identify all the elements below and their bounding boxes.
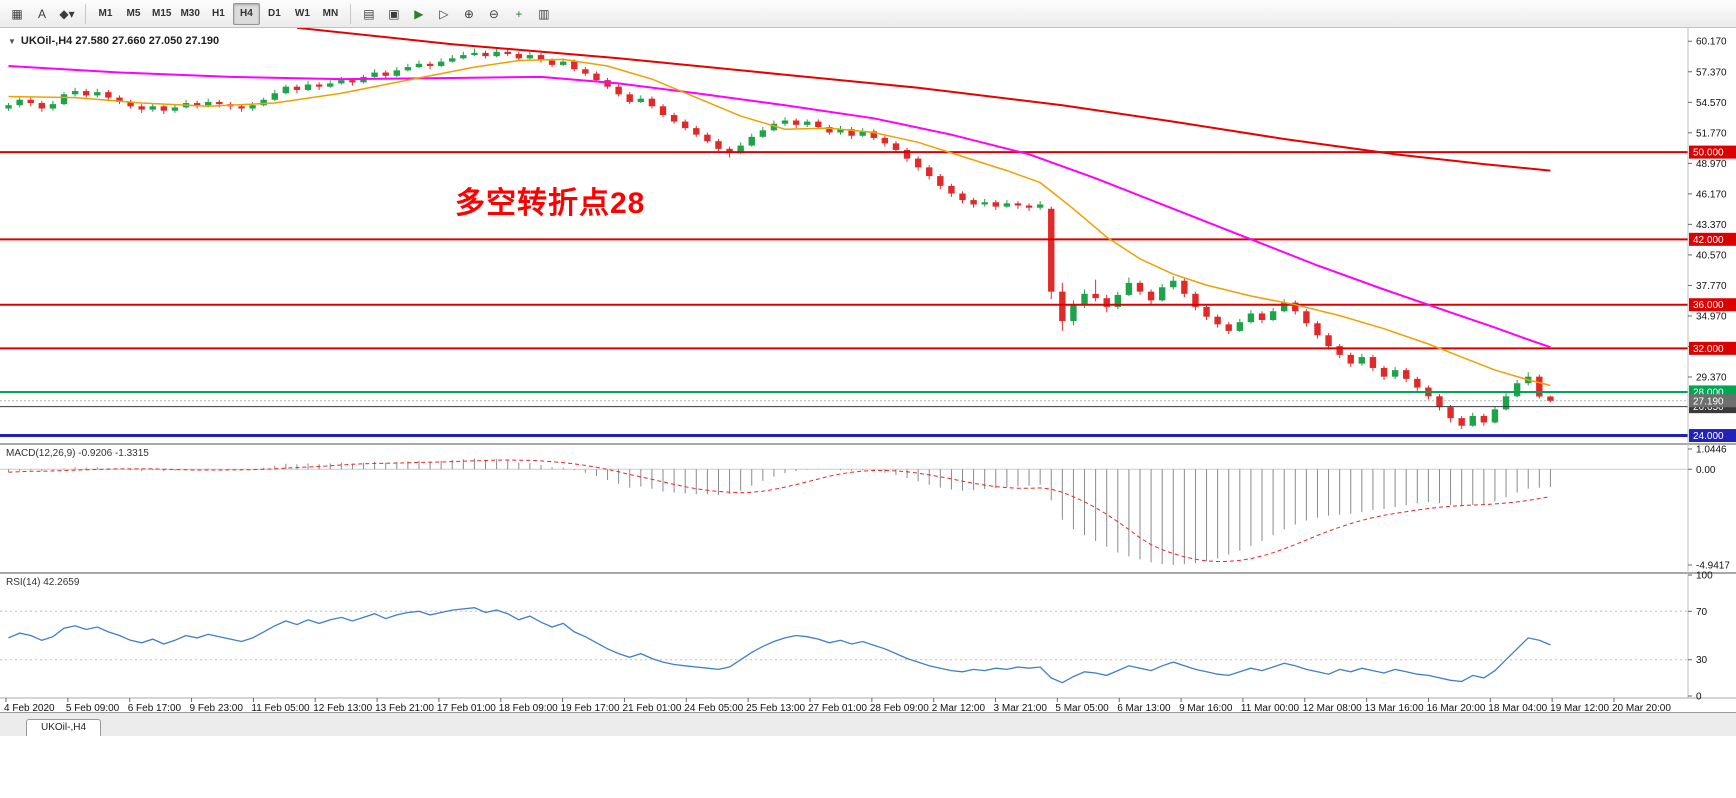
svg-text:40.570: 40.570 xyxy=(1696,250,1727,261)
timeframe-d1-button[interactable]: D1 xyxy=(268,8,281,19)
main-toolbar: ▦ A ◆▾ M1 M5 M15 M30 H1 H4 D1 W1 MN ▤ ▣ ▶ ▷ ⊕ ⊖ + ▥ xyxy=(0,0,1736,28)
svg-text:4 Feb 2020: 4 Feb 2020 xyxy=(4,703,55,712)
timeframe-toolbar: M1 M5 M15 M30 H1 H4 D1 W1 MN xyxy=(92,2,344,25)
chart-tab[interactable]: UKOil-,H4 xyxy=(26,719,102,736)
svg-text:-4.9417: -4.9417 xyxy=(1696,560,1730,571)
macd-indicator-label: MACD(12,26,9) -0.9206 -1.3315 xyxy=(6,448,149,459)
svg-text:30: 30 xyxy=(1696,655,1708,666)
timeframe-mn-button[interactable]: MN xyxy=(322,8,339,19)
zoom-in-icon[interactable]: ⊕ xyxy=(463,6,474,21)
chart-title-text: UKOil-,H4 27.580 27.660 27.050 27.190 xyxy=(20,35,220,47)
svg-text:12 Feb 13:00: 12 Feb 13:00 xyxy=(313,703,372,712)
svg-text:0: 0 xyxy=(1696,692,1702,703)
zoom-out-icon[interactable]: ⊖ xyxy=(488,6,499,21)
svg-text:13 Mar 16:00: 13 Mar 16:00 xyxy=(1365,703,1424,712)
svg-text:26.650: 26.650 xyxy=(1693,402,1724,413)
timeframe-m15-button[interactable]: M15 xyxy=(152,8,172,19)
chart-dropdown-arrow-icon[interactable]: ▼ xyxy=(8,36,16,46)
auto-scroll-icon[interactable]: ▶ xyxy=(414,6,424,21)
styles-dropdown-icon[interactable]: ◆▾ xyxy=(59,6,75,21)
rsi-indicator-label: RSI(14) 42.2659 xyxy=(6,577,80,588)
svg-text:28.000: 28.000 xyxy=(1693,387,1724,398)
svg-text:37.770: 37.770 xyxy=(1696,281,1727,292)
svg-text:19 Mar 12:00: 19 Mar 12:00 xyxy=(1550,703,1609,712)
timeframe-m5-button[interactable]: M5 xyxy=(126,8,141,19)
svg-text:2 Mar 12:00: 2 Mar 12:00 xyxy=(932,703,986,712)
timeframe-m30-button[interactable]: M30 xyxy=(180,8,200,19)
svg-text:28 Feb 09:00: 28 Feb 09:00 xyxy=(870,703,929,712)
chart-tabs-bar: UKOil-,H4 xyxy=(0,712,1736,736)
svg-text:27.190: 27.190 xyxy=(1693,396,1724,407)
svg-text:100: 100 xyxy=(1696,571,1713,582)
svg-text:0.00: 0.00 xyxy=(1696,465,1716,476)
svg-text:5 Mar 05:00: 5 Mar 05:00 xyxy=(1055,703,1109,712)
svg-text:19 Feb 17:00: 19 Feb 17:00 xyxy=(561,703,620,712)
svg-text:13 Feb 21:00: 13 Feb 21:00 xyxy=(375,703,434,712)
svg-text:27 Feb 01:00: 27 Feb 01:00 xyxy=(808,703,867,712)
svg-text:21 Feb 01:00: 21 Feb 01:00 xyxy=(622,703,681,712)
svg-text:11 Feb 05:00: 11 Feb 05:00 xyxy=(251,703,310,712)
chart-canvas[interactable]: 60.170 57.370 54.570 51.770 48.970 46.170 43.3… xyxy=(0,28,1736,712)
tick-chart-icon[interactable]: ▦ xyxy=(11,6,23,21)
svg-text:18 Mar 04:00: 18 Mar 04:00 xyxy=(1488,703,1547,712)
svg-text:60.170: 60.170 xyxy=(1696,37,1727,48)
svg-text:57.370: 57.370 xyxy=(1696,67,1727,78)
svg-text:48.970: 48.970 xyxy=(1696,159,1727,170)
svg-text:70: 70 xyxy=(1696,607,1708,618)
svg-text:36.000: 36.000 xyxy=(1693,300,1724,311)
chart-windows-icon[interactable]: ▣ xyxy=(388,6,400,21)
svg-text:17 Feb 01:00: 17 Feb 01:00 xyxy=(437,703,496,712)
svg-text:25 Feb 13:00: 25 Feb 13:00 xyxy=(746,703,805,712)
new-chart-icon[interactable]: ▤ xyxy=(363,6,375,21)
toolbar-right-group: ▤ ▣ ▶ ▷ ⊕ ⊖ + ▥ xyxy=(357,3,556,25)
timeframe-m1-button[interactable]: M1 xyxy=(98,8,113,19)
timeframe-h4-button[interactable]: H4 xyxy=(232,2,260,25)
svg-text:6 Mar 13:00: 6 Mar 13:00 xyxy=(1117,703,1171,712)
svg-text:20 Mar 20:00: 20 Mar 20:00 xyxy=(1612,703,1671,712)
svg-text:24 Feb 05:00: 24 Feb 05:00 xyxy=(684,703,743,712)
svg-text:3 Mar 21:00: 3 Mar 21:00 xyxy=(994,703,1048,712)
svg-text:5 Feb 09:00: 5 Feb 09:00 xyxy=(66,703,120,712)
timeframe-h1-button[interactable]: H1 xyxy=(212,8,225,19)
svg-text:34.970: 34.970 xyxy=(1696,311,1727,322)
svg-text:9 Feb 23:00: 9 Feb 23:00 xyxy=(190,703,244,712)
svg-text:54.570: 54.570 xyxy=(1696,98,1727,109)
chart-title: ▼ UKOil-,H4 27.580 27.660 27.050 27.190 xyxy=(8,35,219,47)
svg-text:1.0446: 1.0446 xyxy=(1696,445,1727,456)
timeframe-w1-button[interactable]: W1 xyxy=(294,8,310,19)
empty-area xyxy=(0,736,1736,798)
text-label-icon[interactable]: A xyxy=(37,6,46,21)
annotation-text[interactable]: 多空转折点28 xyxy=(455,187,646,220)
svg-text:32.000: 32.000 xyxy=(1693,344,1724,355)
svg-text:24.000: 24.000 xyxy=(1693,431,1724,442)
indicators-icon[interactable]: + xyxy=(515,6,523,21)
svg-text:9 Mar 16:00: 9 Mar 16:00 xyxy=(1179,703,1233,712)
svg-text:16 Mar 20:00: 16 Mar 20:00 xyxy=(1426,703,1485,712)
chart-shift-icon[interactable]: ▷ xyxy=(439,6,449,21)
templates-icon[interactable]: ▥ xyxy=(538,6,550,21)
svg-text:18 Feb 09:00: 18 Feb 09:00 xyxy=(499,703,558,712)
toolbar-separator xyxy=(85,3,86,24)
toolbar-separator xyxy=(349,3,351,24)
svg-text:43.370: 43.370 xyxy=(1696,220,1727,231)
svg-text:46.170: 46.170 xyxy=(1696,189,1727,200)
svg-text:11 Mar 00:00: 11 Mar 00:00 xyxy=(1241,703,1300,712)
svg-text:6 Feb 17:00: 6 Feb 17:00 xyxy=(128,703,182,712)
toolbar-left-group: ▦ A ◆▾ xyxy=(5,3,79,25)
svg-text:42.000: 42.000 xyxy=(1693,235,1724,246)
svg-text:12 Mar 08:00: 12 Mar 08:00 xyxy=(1303,703,1362,712)
svg-text:51.770: 51.770 xyxy=(1696,128,1727,139)
svg-text:50.000: 50.000 xyxy=(1693,148,1724,159)
svg-text:29.370: 29.370 xyxy=(1696,373,1727,384)
chart-window: 60.170 57.370 54.570 51.770 48.970 46.170 43.3… xyxy=(0,28,1736,712)
